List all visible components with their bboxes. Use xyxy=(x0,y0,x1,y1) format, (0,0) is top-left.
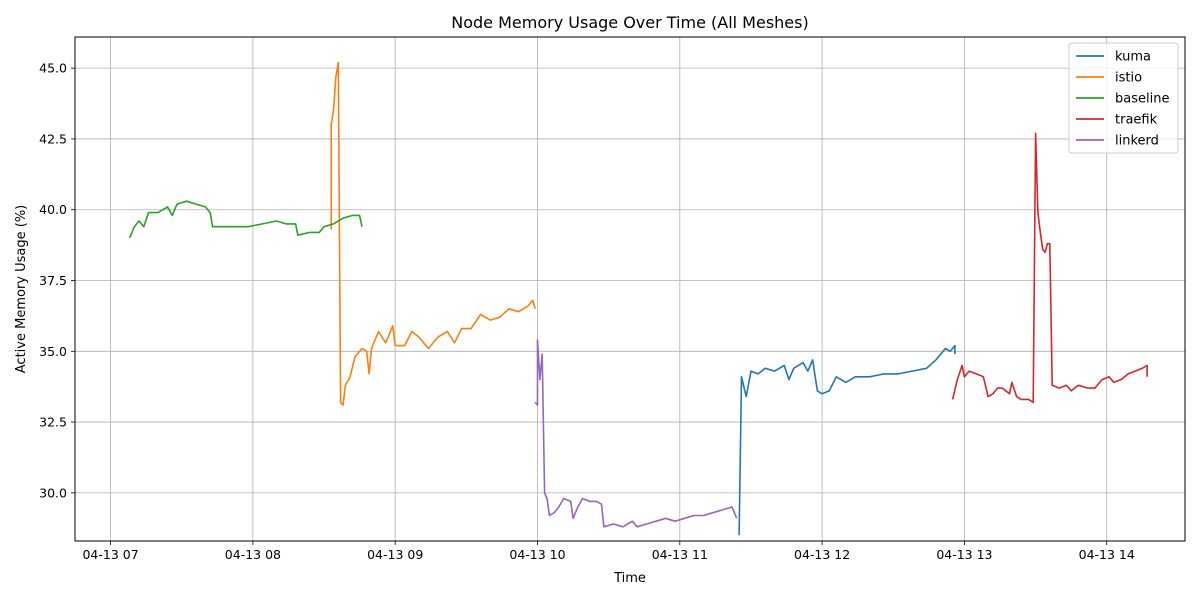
axis-ticks: 04-13 07 04-13 08 04-13 09 04-13 10 04-13 11… xyxy=(39,61,1135,562)
x-tick-label: 04-13 12 xyxy=(794,547,850,562)
y-tick-label: 35.0 xyxy=(39,344,67,359)
x-tick-label: 04-13 09 xyxy=(367,547,423,562)
y-tick-label: 37.5 xyxy=(39,273,67,288)
y-axis-label: Active Memory Usage (%) xyxy=(14,205,29,373)
grid xyxy=(75,37,1185,541)
y-tick-label: 45.0 xyxy=(39,61,67,76)
x-tick-label: 04-13 08 xyxy=(225,547,281,562)
series-lines xyxy=(128,61,1148,536)
chart-title: Node Memory Usage Over Time (All Meshes) xyxy=(451,13,808,32)
y-tick-label: 30.0 xyxy=(39,485,67,500)
legend-box xyxy=(1068,42,1179,154)
plot-frame xyxy=(74,36,1186,542)
x-tick-label: 04-13 11 xyxy=(652,547,708,562)
series-line-baseline xyxy=(128,200,363,239)
legend-label-traefik: traefik xyxy=(1115,113,1158,128)
y-tick-label: 32.5 xyxy=(39,415,67,430)
series-line-istio xyxy=(330,61,536,406)
series-line-linkerd xyxy=(534,339,738,528)
x-tick-label: 04-13 07 xyxy=(82,547,138,562)
y-tick-label: 42.5 xyxy=(39,131,67,146)
legend-label-linkerd: linkerd xyxy=(1115,134,1159,149)
x-axis-label: Time xyxy=(613,571,646,586)
x-tick-label: 04-13 14 xyxy=(1079,547,1135,562)
y-tick-label: 40.0 xyxy=(39,202,67,217)
legend-label-baseline: baseline xyxy=(1115,92,1169,107)
x-tick-label: 04-13 10 xyxy=(509,547,565,562)
series-line-traefik xyxy=(951,132,1148,404)
x-tick-label: 04-13 13 xyxy=(936,547,992,562)
legend-label-kuma: kuma xyxy=(1115,50,1151,65)
series-line-kuma xyxy=(738,344,956,536)
legend: kuma istio baseline traefik linkerd xyxy=(1068,42,1179,154)
legend-label-istio: istio xyxy=(1115,71,1142,86)
